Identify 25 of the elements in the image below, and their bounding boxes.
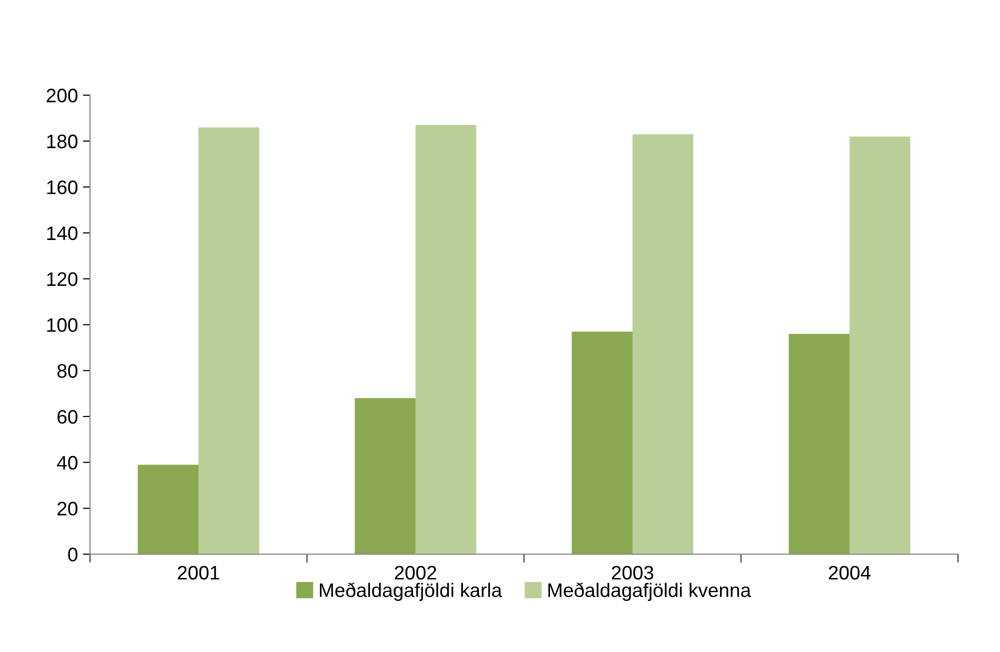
y-tick-label: 100 bbox=[47, 318, 78, 332]
x-tick-label: 2003 bbox=[612, 566, 654, 580]
y-tick-label: 140 bbox=[47, 226, 78, 240]
y-tick-label: 160 bbox=[47, 180, 78, 194]
y-tick-label: 180 bbox=[47, 134, 78, 148]
bar bbox=[138, 464, 198, 554]
y-tick-label: 60 bbox=[58, 410, 78, 424]
y-tick-label: 80 bbox=[57, 364, 78, 378]
y-tick-label: 120 bbox=[47, 272, 78, 286]
bar bbox=[416, 125, 476, 554]
y-tick-label: 20 bbox=[58, 502, 78, 516]
y-tick-label: 200 bbox=[46, 88, 78, 102]
bar bbox=[850, 136, 910, 554]
y-tick-label: 0 bbox=[68, 548, 78, 562]
bar bbox=[788, 334, 850, 554]
legend-label: Meðaldagafjöldi kvenna bbox=[548, 582, 752, 601]
x-tick-label: 2001 bbox=[178, 566, 220, 580]
bar bbox=[572, 332, 632, 554]
x-tick-label: 2004 bbox=[828, 566, 871, 580]
bar bbox=[632, 134, 694, 554]
bar bbox=[354, 398, 416, 554]
legend-label: Meðaldagafjöldi karla bbox=[320, 582, 502, 601]
bar bbox=[198, 127, 260, 554]
x-tick-label: 2002 bbox=[394, 566, 436, 580]
y-tick-label: 40 bbox=[57, 456, 78, 470]
